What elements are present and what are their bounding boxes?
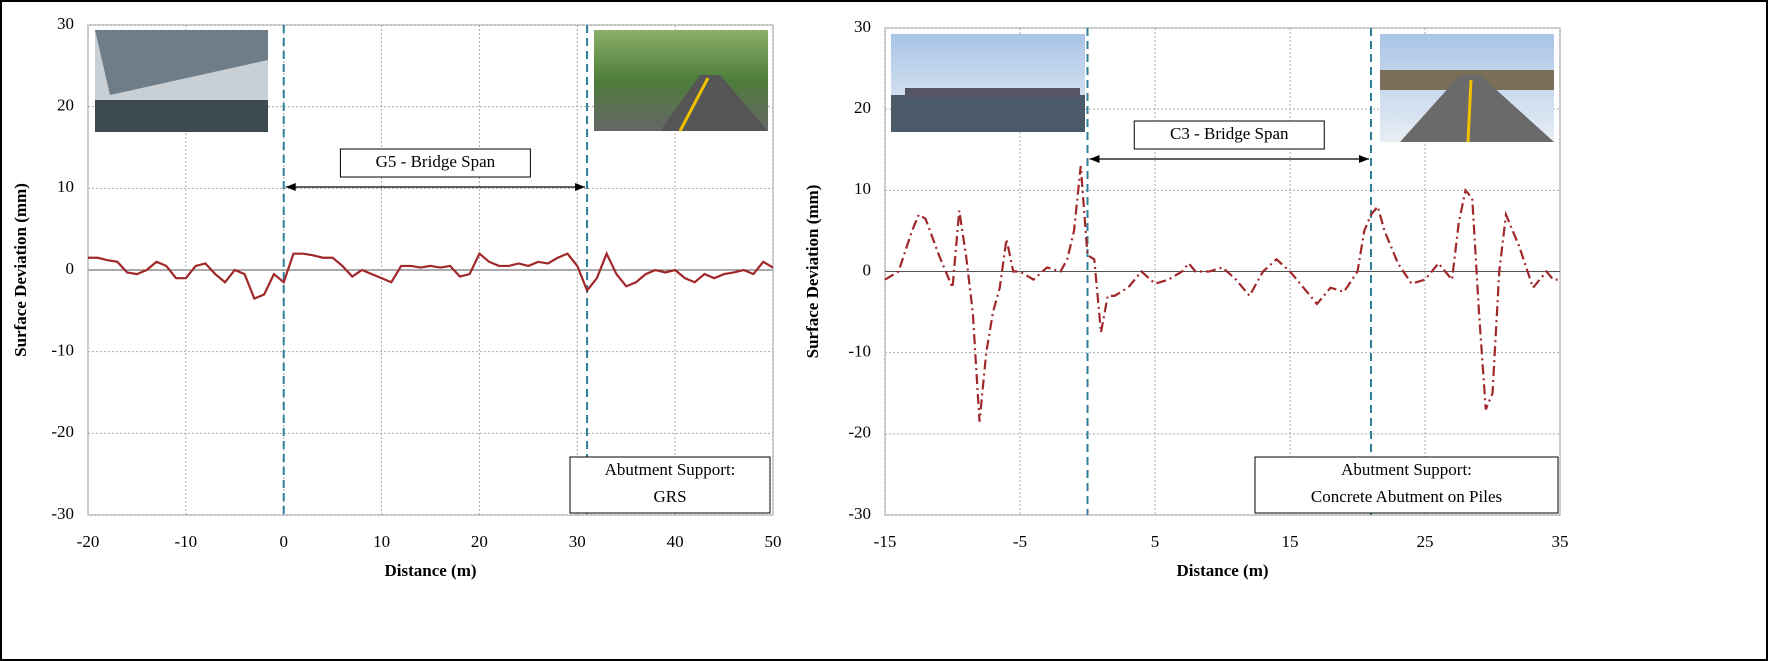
x-tick-label: 5 bbox=[1151, 532, 1160, 551]
y-axis-label: Surface Deviation (mm) bbox=[803, 185, 822, 359]
x-tick-label: 50 bbox=[765, 532, 782, 551]
photo bbox=[1380, 34, 1554, 143]
y-tick-label: 20 bbox=[57, 96, 74, 115]
x-tick-label: 0 bbox=[279, 532, 288, 551]
note-text: Abutment Support: bbox=[605, 460, 736, 479]
x-tick-label: -20 bbox=[77, 532, 100, 551]
photo bbox=[95, 30, 268, 132]
y-tick-label: 30 bbox=[854, 17, 871, 36]
label-box bbox=[1133, 120, 1325, 150]
y-tick-label: -10 bbox=[51, 341, 74, 360]
photo bbox=[594, 30, 768, 132]
x-tick-label: 10 bbox=[373, 532, 390, 551]
label-box bbox=[339, 148, 531, 178]
x-axis-label: Distance (m) bbox=[384, 561, 476, 580]
note-box bbox=[1254, 456, 1559, 514]
y-tick-label: 30 bbox=[57, 14, 74, 33]
y-tick-label: -10 bbox=[848, 342, 871, 361]
note-text: Abutment Support: bbox=[1341, 460, 1472, 479]
y-tick-label: 20 bbox=[854, 98, 871, 117]
note-box bbox=[569, 456, 771, 514]
span-label: C3 - Bridge Span bbox=[1170, 124, 1289, 143]
x-tick-label: -10 bbox=[175, 532, 198, 551]
x-tick-label: 35 bbox=[1552, 532, 1569, 551]
note-text: Concrete Abutment on Piles bbox=[1311, 487, 1502, 506]
x-tick-label: 30 bbox=[569, 532, 586, 551]
x-tick-label: -5 bbox=[1013, 532, 1027, 551]
y-tick-label: 10 bbox=[854, 179, 871, 198]
data-line bbox=[88, 250, 774, 301]
y-tick-label: -20 bbox=[848, 423, 871, 442]
y-tick-label: 10 bbox=[57, 177, 74, 196]
y-tick-label: -30 bbox=[848, 504, 871, 523]
x-tick-label: 25 bbox=[1417, 532, 1434, 551]
x-axis-label: Distance (m) bbox=[1176, 561, 1268, 580]
x-tick-label: -15 bbox=[874, 532, 897, 551]
span-label: G5 - Bridge Span bbox=[376, 152, 496, 171]
photo bbox=[891, 34, 1085, 132]
y-tick-label: -30 bbox=[51, 504, 74, 523]
x-tick-label: 40 bbox=[667, 532, 684, 551]
x-tick-label: 15 bbox=[1282, 532, 1299, 551]
y-tick-label: 0 bbox=[66, 259, 75, 278]
data-line bbox=[884, 165, 1560, 422]
y-tick-label: -20 bbox=[51, 422, 74, 441]
y-axis-label: Surface Deviation (mm) bbox=[11, 183, 30, 357]
y-tick-label: 0 bbox=[863, 260, 872, 279]
x-tick-label: 20 bbox=[471, 532, 488, 551]
note-text: GRS bbox=[653, 487, 686, 506]
